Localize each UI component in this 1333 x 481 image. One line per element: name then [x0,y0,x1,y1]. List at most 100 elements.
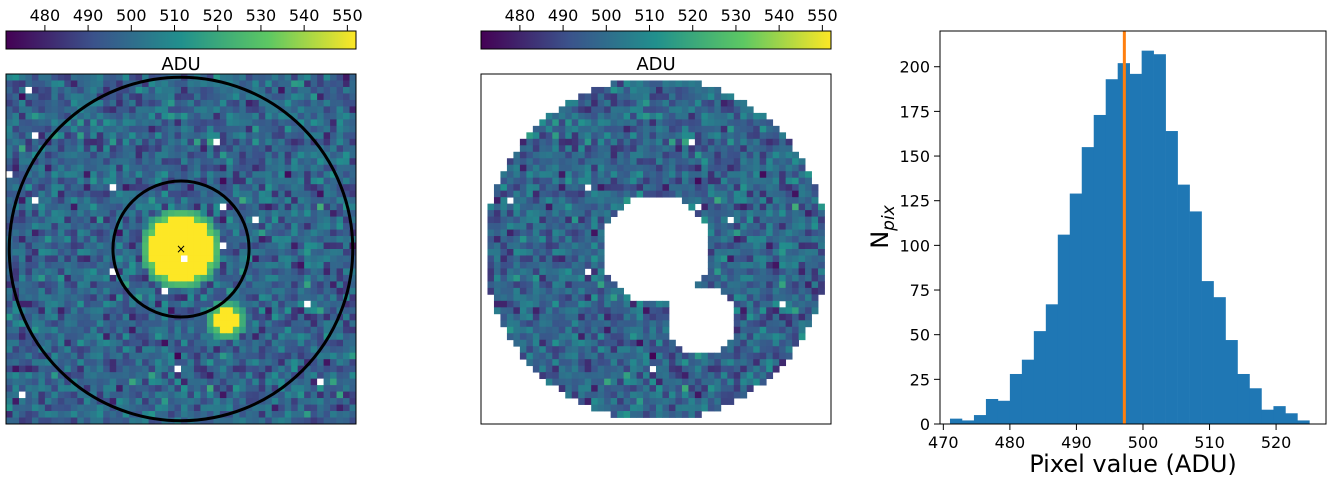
annulus-pixel [694,378,702,386]
full-image-frame [5,73,357,425]
pixel [187,307,195,315]
annulus-pixel [604,190,612,198]
pixel [148,99,156,107]
pixel [310,106,318,114]
pixel [38,229,46,237]
annulus-pixel [759,190,767,198]
pixel [174,229,182,237]
pixel [323,74,331,81]
annulus-pixel [532,125,540,133]
annulus-pixel [675,184,683,192]
pixel [349,177,356,185]
annulus-pixel [759,125,767,133]
annulus-pixel [545,249,553,256]
pixel [148,151,156,159]
pixel [323,287,331,295]
annulus-pixel [578,190,586,198]
pixel [213,93,221,101]
pixel [206,145,214,153]
pixel [12,229,20,237]
annulus-pixel [578,287,586,295]
annulus-pixel [636,171,644,179]
pixel [213,249,221,256]
annulus-pixel [571,307,579,315]
pixel [336,119,344,127]
annulus-pixel [798,242,806,250]
pixel [297,398,305,405]
pixel [284,184,292,192]
annulus-pixel [656,404,663,412]
annulus-pixel [772,274,780,282]
pixel [77,281,85,289]
annulus-pixel [565,359,573,367]
annulus-pixel [604,313,612,321]
annulus-pixel [578,352,586,360]
annulus-pixel [500,184,508,192]
pixel [323,223,331,230]
pixel [252,112,260,120]
pixel [200,93,208,101]
pixel [31,339,39,347]
annulus-pixel [500,261,508,269]
y-tick-label: 75 [910,281,930,300]
annulus-pixel [720,197,728,205]
pixel [6,404,13,412]
annulus-pixel [545,223,553,230]
annulus-pixel [591,242,599,250]
pixel [297,333,305,341]
pixel [12,398,20,405]
pixel [51,112,59,120]
annulus-pixel [681,365,689,373]
pixel [31,359,39,367]
pixel [349,307,356,315]
annulus-pixel [656,93,663,101]
annulus-pixel [545,268,553,276]
pixel [155,255,162,263]
pixel [31,74,39,81]
pixel [252,119,260,127]
annulus-pixel [720,378,728,386]
annulus-pixel [519,164,527,172]
pixel [193,378,201,386]
annulus-pixel [584,365,592,373]
annulus-pixel [610,346,618,354]
pixel [18,74,26,81]
pixel [297,229,305,237]
annulus-pixel [532,190,540,198]
pixel [291,307,299,315]
annulus-pixel [688,398,696,405]
pixel [174,249,182,256]
pixel [252,138,260,146]
annulus-pixel [487,274,495,282]
annulus-pixel [753,164,761,172]
pixel [83,112,91,120]
annulus-pixel [636,164,644,172]
annulus-pixel [493,216,501,224]
pixel [44,268,52,276]
pixel [271,365,279,373]
pixel [245,119,253,127]
pixel [291,352,299,360]
pixel [181,203,188,211]
annulus-pixel [565,352,573,360]
pixel [297,197,305,205]
annulus-pixel [694,411,702,418]
histogram-bar [1213,297,1226,424]
annulus-pixel [623,365,631,373]
annulus-pixel [552,268,560,276]
pixel [265,106,273,114]
pixel [258,320,266,328]
pixel [18,333,26,341]
pixel [31,255,39,263]
annulus-pixel [610,106,618,114]
pixel [226,242,234,250]
pixel [258,190,266,198]
pixel [206,138,214,146]
pixel [103,171,111,179]
annulus-pixel [779,145,787,153]
annulus-pixel [493,268,501,276]
pixel [109,197,117,205]
annulus-pixel [759,223,767,230]
pixel [284,158,292,166]
annulus-pixel [630,164,637,172]
